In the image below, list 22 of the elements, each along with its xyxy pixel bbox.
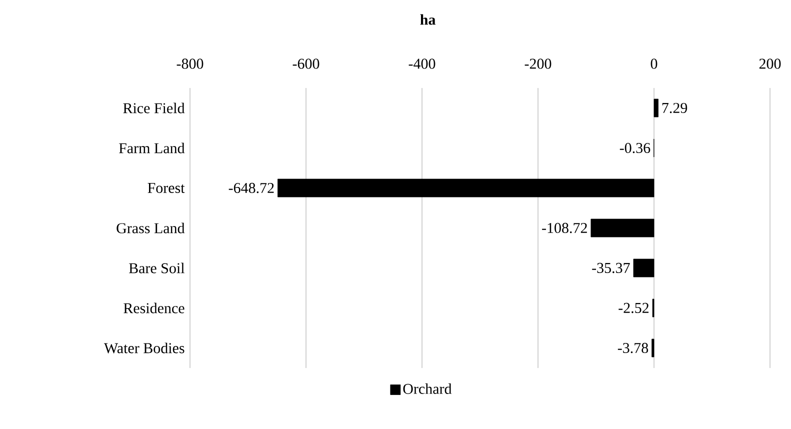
data-label: -2.52 xyxy=(618,302,649,314)
y-tick-label: Water Bodies xyxy=(104,342,184,354)
y-tick-label: Rice Field xyxy=(123,102,185,114)
data-label: -3.78 xyxy=(618,342,648,354)
x-axis-title: ha xyxy=(420,14,436,25)
y-tick-label: Residence xyxy=(124,302,184,314)
data-label: 7.29 xyxy=(662,102,688,114)
x-tick-label: -400 xyxy=(408,58,436,69)
y-tick-label: Forest xyxy=(148,183,185,193)
y-tick-label: Grass Land xyxy=(116,222,185,234)
legend-label: Orchard xyxy=(403,383,452,394)
data-label: -35.37 xyxy=(592,262,630,274)
y-tick-label: Bare Soil xyxy=(129,262,184,274)
x-tick-label: -600 xyxy=(292,58,320,69)
data-label: -108.72 xyxy=(542,222,587,234)
x-tick-label: 0 xyxy=(650,58,658,69)
x-tick-label: -200 xyxy=(524,58,552,69)
data-label: -648.72 xyxy=(228,182,274,194)
x-tick-label: -800 xyxy=(176,58,204,69)
x-tick-label: 200 xyxy=(759,58,781,69)
data-label: -0.36 xyxy=(620,142,650,154)
y-tick-label: Farm Land xyxy=(119,142,185,154)
